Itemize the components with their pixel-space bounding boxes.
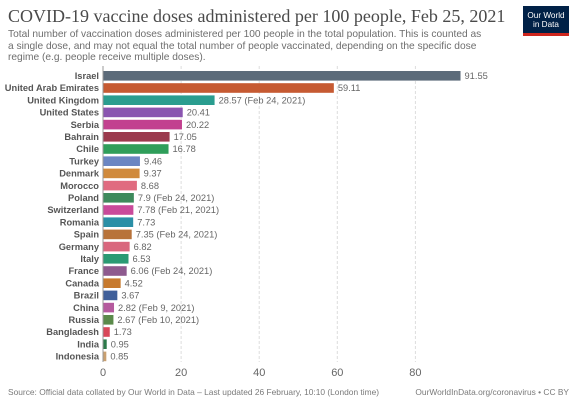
logo-line-2: in Data bbox=[533, 20, 559, 29]
value-label: 6.06 (Feb 24, 2021) bbox=[131, 266, 213, 276]
category-label: Poland bbox=[68, 193, 99, 203]
bar bbox=[103, 71, 461, 81]
value-label: 20.41 bbox=[187, 108, 210, 118]
value-label: 3.67 bbox=[121, 291, 139, 301]
bar bbox=[103, 315, 114, 325]
value-label: 7.78 (Feb 21, 2021) bbox=[137, 205, 219, 215]
x-tick-label: 40 bbox=[253, 367, 265, 379]
value-label: 20.22 bbox=[186, 120, 209, 130]
bar bbox=[103, 107, 183, 118]
value-label: 0.95 bbox=[111, 339, 129, 349]
value-label: 0.85 bbox=[110, 352, 128, 362]
bar bbox=[103, 254, 129, 264]
x-tick-label: 60 bbox=[331, 367, 343, 379]
bar bbox=[103, 119, 182, 130]
category-label: Denmark bbox=[59, 169, 100, 179]
bar bbox=[103, 339, 107, 349]
value-label: 91.55 bbox=[465, 71, 488, 81]
value-label: 4.52 bbox=[125, 278, 143, 288]
value-label: 8.68 bbox=[141, 181, 159, 191]
category-label: Brazil bbox=[74, 291, 99, 301]
bar bbox=[103, 95, 215, 105]
category-label: Bangladesh bbox=[46, 327, 99, 337]
category-label: Bahrain bbox=[64, 132, 99, 142]
bar bbox=[103, 217, 134, 227]
value-label: 28.57 (Feb 24, 2021) bbox=[219, 95, 306, 105]
category-label: Chile bbox=[76, 144, 99, 154]
chart-title: COVID-19 vaccine doses administered per … bbox=[8, 6, 506, 26]
value-label: 17.05 bbox=[174, 132, 197, 142]
chart-subtitle: Total number of vaccination doses admini… bbox=[8, 29, 482, 64]
category-label: Germany bbox=[59, 242, 100, 252]
source-note[interactable]: Source: Official data collated by Our Wo… bbox=[8, 387, 380, 397]
value-label: 6.82 bbox=[134, 242, 152, 252]
logo-line-1: Our World bbox=[527, 11, 565, 20]
credit-link[interactable]: OurWorldInData.org/coronavirus • CC BY bbox=[415, 387, 569, 397]
category-label: Switzerland bbox=[47, 205, 99, 215]
bar bbox=[103, 327, 110, 337]
value-label: 6.53 bbox=[133, 254, 151, 264]
value-label: 2.67 (Feb 10, 2021) bbox=[117, 315, 199, 325]
category-label: United Kingdom bbox=[27, 95, 99, 105]
bar bbox=[103, 156, 140, 166]
bar bbox=[103, 266, 127, 276]
bar bbox=[103, 302, 115, 313]
value-label: 59.11 bbox=[338, 83, 361, 93]
owid-logo[interactable]: Our World in Data bbox=[523, 6, 569, 36]
value-label: 7.73 bbox=[137, 217, 155, 227]
value-label: 7.9 (Feb 24, 2021) bbox=[138, 193, 215, 203]
x-tick-label: 20 bbox=[175, 367, 187, 379]
x-tick-label: 0 bbox=[100, 367, 106, 379]
category-label: Serbia bbox=[71, 120, 100, 130]
category-label: France bbox=[69, 266, 100, 276]
bar bbox=[103, 193, 134, 203]
bar bbox=[103, 205, 134, 215]
bar bbox=[103, 351, 107, 362]
value-label: 9.46 bbox=[144, 156, 162, 166]
category-label: Russia bbox=[69, 315, 100, 325]
bar bbox=[103, 144, 169, 154]
bar bbox=[103, 180, 137, 191]
bar bbox=[103, 132, 170, 142]
value-label: 9.37 bbox=[144, 169, 162, 179]
category-label: United Arab Emirates bbox=[5, 83, 99, 93]
value-label: 16.78 bbox=[173, 144, 196, 154]
category-label: Spain bbox=[74, 230, 100, 240]
bar bbox=[103, 241, 130, 252]
value-label: 7.35 (Feb 24, 2021) bbox=[136, 230, 218, 240]
bar bbox=[103, 229, 132, 240]
category-label: Indonesia bbox=[56, 352, 100, 362]
category-label: Canada bbox=[65, 278, 99, 288]
x-tick-label: 80 bbox=[409, 367, 421, 379]
bar bbox=[103, 278, 121, 288]
category-label: Israel bbox=[75, 71, 99, 81]
category-label: Morocco bbox=[60, 181, 99, 191]
category-label: Romania bbox=[60, 217, 100, 227]
value-label: 1.73 bbox=[114, 327, 132, 337]
bar bbox=[103, 290, 118, 301]
category-label: United States bbox=[40, 108, 99, 118]
value-label: 2.82 (Feb 9, 2021) bbox=[118, 303, 195, 313]
category-label: China bbox=[73, 303, 100, 313]
category-label: Turkey bbox=[69, 156, 100, 166]
bar bbox=[103, 168, 140, 179]
bar bbox=[103, 83, 334, 93]
category-label: India bbox=[77, 339, 100, 349]
category-label: Italy bbox=[80, 254, 99, 264]
